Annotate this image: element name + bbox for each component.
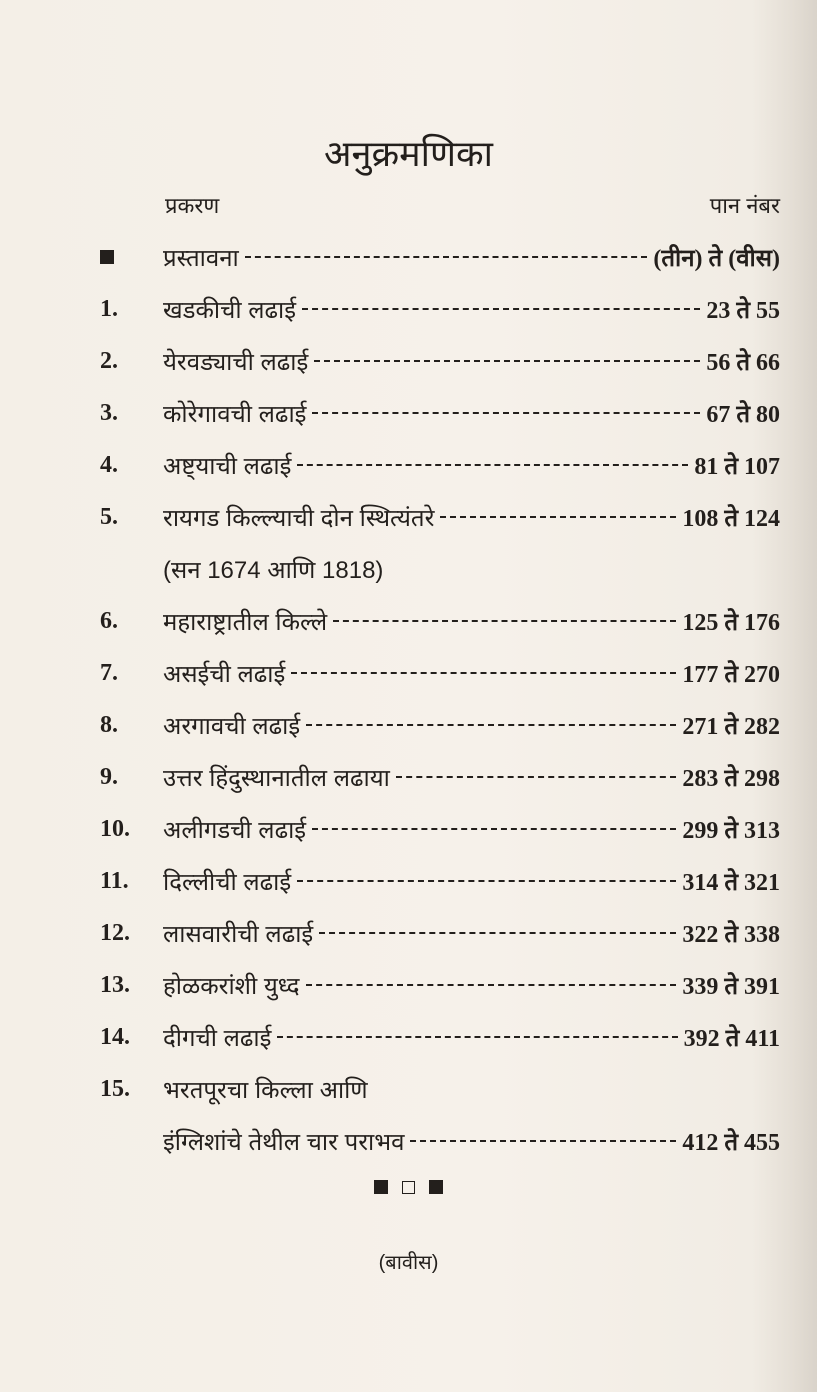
toc-entry: 1. खडकीची लढाई 23 ते 55 bbox=[100, 289, 780, 329]
entry-pages: 56 ते 66 bbox=[706, 349, 780, 376]
entry-number: 11. bbox=[100, 867, 129, 894]
toc-entry: 10. अलीगडची लढाई 299 ते 313 bbox=[100, 809, 780, 849]
toc-entry: 7. असईची लढाई 177 ते 270 bbox=[100, 653, 780, 693]
entry-title: (सन 1674 आणि 1818) bbox=[163, 556, 384, 584]
dash-leader bbox=[312, 828, 677, 830]
entry-pages: 392 ते 411 bbox=[683, 1025, 780, 1052]
entry-title: महाराष्ट्रातील किल्ले bbox=[163, 608, 328, 636]
entry-number: 8. bbox=[100, 711, 118, 738]
dash-leader bbox=[302, 308, 701, 310]
toc-entry: 2. येरवड्याची लढाई 56 ते 66 bbox=[100, 341, 780, 381]
entry-title: दिल्लीची लढाई bbox=[163, 868, 292, 896]
dash-leader bbox=[244, 256, 648, 258]
entry-number: 2. bbox=[100, 347, 118, 374]
toc-entry: 9. उत्तर हिंदुस्थानातील लढाया 283 ते 298 bbox=[100, 757, 780, 797]
entry-title: रायगड किल्ल्याची दोन स्थित्यंतरे bbox=[163, 504, 435, 532]
entry-title: लासवारीची लढाई bbox=[163, 920, 314, 948]
entry-number: 14. bbox=[100, 1023, 130, 1050]
page-number-column-header: पान नंबर bbox=[709, 193, 780, 218]
entry-title: कोरेगावची लढाई bbox=[163, 400, 307, 428]
toc-entry: 11. दिल्लीची लढाई 314 ते 321 bbox=[100, 861, 780, 901]
filled-square-icon bbox=[429, 1180, 443, 1194]
dash-leader bbox=[314, 360, 701, 362]
entry-number: 4. bbox=[100, 451, 118, 478]
dash-leader bbox=[440, 516, 677, 518]
entry-pages: 314 ते 321 bbox=[682, 869, 780, 896]
entry-title: अरगावची लढाई bbox=[163, 712, 301, 740]
entry-number: 12. bbox=[100, 919, 130, 946]
entry-title: खडकीची लढाई bbox=[163, 296, 297, 324]
toc-entry: 8. अरगावची लढाई 271 ते 282 bbox=[100, 705, 780, 745]
dash-leader bbox=[277, 1036, 678, 1038]
dash-leader bbox=[312, 412, 701, 414]
filled-square-icon bbox=[374, 1180, 388, 1194]
toc-entry: इंग्लिशांचे तेथील चार पराभव 412 ते 455 bbox=[100, 1121, 780, 1161]
dash-leader bbox=[297, 464, 689, 466]
entry-title: इंग्लिशांचे तेथील चार पराभव bbox=[163, 1128, 405, 1156]
entry-title: भरतपूरचा किल्ला आणि bbox=[163, 1076, 368, 1104]
filled-square-icon bbox=[100, 249, 114, 264]
dash-leader bbox=[333, 620, 677, 622]
entry-number: 9. bbox=[100, 763, 118, 790]
entry-number: 6. bbox=[100, 607, 118, 634]
entry-title: दीगची लढाई bbox=[163, 1024, 272, 1052]
page-number: (बावीस) bbox=[378, 1252, 439, 1274]
toc-entry: 3. कोरेगावची लढाई 67 ते 80 bbox=[100, 393, 780, 433]
entry-pages: 23 ते 55 bbox=[706, 297, 780, 324]
entry-title: होळकरांशी युध्द bbox=[163, 972, 300, 1000]
dash-leader bbox=[395, 776, 677, 778]
ornament bbox=[0, 1180, 817, 1199]
toc-entry: 15. भरतपूरचा किल्ला आणि bbox=[100, 1069, 780, 1109]
entry-pages: 412 ते 455 bbox=[682, 1129, 780, 1156]
entry-title: प्रस्तावना bbox=[163, 244, 239, 272]
entry-pages: (तीन) ते (वीस) bbox=[653, 245, 780, 272]
entry-pages: 81 ते 107 bbox=[694, 453, 780, 480]
entry-title: अष्ट्याची लढाई bbox=[163, 452, 292, 480]
toc-entry: प्रस्तावना (तीन) ते (वीस) bbox=[100, 237, 780, 277]
toc-entry: 14. दीगची लढाई 392 ते 411 bbox=[100, 1017, 780, 1057]
entry-pages: 271 ते 282 bbox=[682, 713, 780, 740]
entry-pages: 108 ते 124 bbox=[682, 505, 780, 532]
entry-number: 10. bbox=[100, 815, 130, 842]
dash-leader bbox=[306, 724, 677, 726]
entry-number: 5. bbox=[100, 503, 118, 530]
entry-pages: 283 ते 298 bbox=[682, 765, 780, 792]
entry-pages: 177 ते 270 bbox=[682, 661, 780, 688]
entry-title: उत्तर हिंदुस्थानातील लढाया bbox=[163, 764, 390, 792]
entry-title: अलीगडची लढाई bbox=[163, 816, 307, 844]
entry-pages: 67 ते 80 bbox=[706, 401, 780, 428]
entry-pages: 125 ते 176 bbox=[682, 609, 780, 636]
toc-entry: (सन 1674 आणि 1818) bbox=[100, 549, 780, 589]
chapter-column-header: प्रकरण bbox=[165, 193, 220, 218]
entry-title: असईची लढाई bbox=[163, 660, 286, 688]
entry-title: येरवड्याची लढाई bbox=[163, 348, 309, 376]
toc-entry: 5. रायगड किल्ल्याची दोन स्थित्यंतरे 108 ते… bbox=[100, 497, 780, 537]
dash-leader bbox=[410, 1140, 677, 1142]
entry-number: 3. bbox=[100, 399, 118, 426]
entry-number: 15. bbox=[100, 1075, 130, 1102]
entry-pages: 299 ते 313 bbox=[682, 817, 780, 844]
entry-number: 7. bbox=[100, 659, 118, 686]
page-title: अनुक्रमणिका bbox=[324, 133, 493, 174]
dash-leader bbox=[319, 932, 677, 934]
toc-entry: 4. अष्ट्याची लढाई 81 ते 107 bbox=[100, 445, 780, 485]
toc-entry: 12. लासवारीची लढाई 322 ते 338 bbox=[100, 913, 780, 953]
entry-number: 1. bbox=[100, 295, 118, 322]
open-square-icon bbox=[402, 1181, 415, 1194]
entry-pages: 322 ते 338 bbox=[682, 921, 780, 948]
toc-entry: 6. महाराष्ट्रातील किल्ले 125 ते 176 bbox=[100, 601, 780, 641]
dash-leader bbox=[305, 984, 677, 986]
bullet-square-icon bbox=[100, 244, 163, 271]
entry-number: 13. bbox=[100, 971, 130, 998]
dash-leader bbox=[291, 672, 677, 674]
toc-entry: 13. होळकरांशी युध्द 339 ते 391 bbox=[100, 965, 780, 1005]
entry-pages: 339 ते 391 bbox=[682, 973, 780, 1000]
dash-leader bbox=[297, 880, 677, 882]
